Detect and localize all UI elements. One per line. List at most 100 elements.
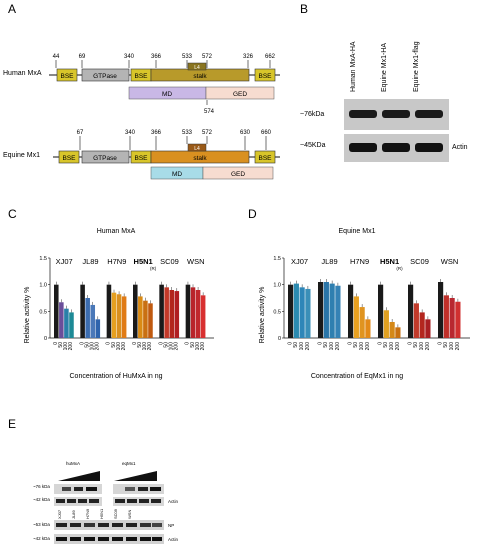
strain-label: H7N9 xyxy=(350,257,369,266)
y-tick-label: 0 xyxy=(278,336,281,342)
strain-sub: (R) xyxy=(396,266,403,271)
bar xyxy=(438,282,444,338)
bar xyxy=(299,287,305,338)
bar xyxy=(116,294,122,338)
svg-text:366: 366 xyxy=(151,130,162,136)
x-tick-label: 200 xyxy=(200,342,206,351)
panel-e-letter: E xyxy=(8,417,16,431)
panel-d-letter: D xyxy=(248,207,257,221)
hu-gradient-wedge xyxy=(58,471,100,481)
bar xyxy=(69,312,74,338)
x-tick-label: 200 xyxy=(95,342,101,351)
x-tick-label: 100 xyxy=(389,342,395,351)
svg-text:GTPase: GTPase xyxy=(93,155,117,162)
x-tick-label: 200 xyxy=(365,342,371,351)
strain-label: SC09 xyxy=(160,257,179,266)
svg-text:stalk: stalk xyxy=(193,155,207,162)
panel-a-letter: A xyxy=(8,2,16,16)
x-tick-label: 200 xyxy=(455,342,461,351)
x-tick-label: 50 xyxy=(111,342,117,348)
band-bot-2 xyxy=(382,143,410,152)
x-tick-label: 0 xyxy=(347,342,353,345)
bar xyxy=(195,290,201,338)
x-tick-label: 200 xyxy=(147,342,153,351)
h-gtpase xyxy=(81,68,130,82)
svg-text:MD: MD xyxy=(172,171,182,178)
h-bse-1 xyxy=(56,68,78,82)
strain-label: H5N1 xyxy=(380,257,399,266)
strain-label: JL89 xyxy=(82,257,98,266)
svg-text:NP: NP xyxy=(168,523,174,528)
x-tick-label: 100 xyxy=(142,342,148,351)
bar xyxy=(395,327,401,338)
svg-text:L4: L4 xyxy=(194,146,200,152)
x-tick-label: 50 xyxy=(443,342,449,348)
y-tick-label: 0 xyxy=(44,336,47,342)
svg-text:~42 kDa: ~42 kDa xyxy=(33,497,50,502)
h-pos-326: 326 xyxy=(243,54,254,60)
bar xyxy=(106,284,112,338)
bar xyxy=(111,292,117,338)
x-tick-label: 50 xyxy=(163,342,169,348)
e-gtpase xyxy=(81,150,130,164)
x-tick-label: 50 xyxy=(190,342,196,348)
x-tick-label: 200 xyxy=(335,342,341,351)
x-tick-label: 0 xyxy=(106,342,112,345)
bar xyxy=(329,283,335,338)
human-mxa-label: Human MxA xyxy=(3,70,42,77)
e-eq-label: eqMx1 xyxy=(122,461,136,466)
strain-label: H5N1 xyxy=(134,257,153,266)
panel-d-title: Equine Mx1 xyxy=(339,228,376,235)
blot-actin-label: Actin xyxy=(452,144,468,151)
bar xyxy=(318,282,324,338)
panel-b-letter: B xyxy=(300,2,308,16)
x-tick-label: 100 xyxy=(63,342,69,351)
svg-text:MD: MD xyxy=(162,91,172,98)
y-tick-label: 0.5 xyxy=(39,309,47,315)
strain-label: XJ07 xyxy=(56,257,73,266)
bar xyxy=(323,282,329,338)
panel-c-title: Human MxA xyxy=(97,228,136,235)
strain-label: JL89 xyxy=(321,257,337,266)
svg-text:660: 660 xyxy=(261,130,272,136)
h-pos-340: 340 xyxy=(124,54,135,60)
strain-label: SC09 xyxy=(410,257,429,266)
x-tick-label: 100 xyxy=(329,342,335,351)
bar xyxy=(449,298,455,338)
svg-text:BSE: BSE xyxy=(134,73,148,80)
svg-text:340: 340 xyxy=(125,130,136,136)
bar xyxy=(159,284,164,338)
bar xyxy=(143,300,148,338)
h-pos-572: 572 xyxy=(202,54,213,60)
x-tick-label: 0 xyxy=(407,342,413,345)
x-tick-label: 100 xyxy=(449,342,455,351)
panel-b-western: Human MxA-HA Equine Mx1-HA Equine Mx1-fl… xyxy=(300,41,468,162)
panel-d-ylabel: Relative activity % xyxy=(259,287,266,344)
lane-human-mxa-ha: Human MxA-HA xyxy=(350,41,357,92)
svg-text:BSE: BSE xyxy=(60,73,74,80)
x-tick-label: 0 xyxy=(377,342,383,345)
lane-equine-mx1-flag: Equine Mx1-flag xyxy=(413,41,420,92)
svg-text:H5N1: H5N1 xyxy=(99,508,104,519)
svg-text:BSE: BSE xyxy=(258,155,272,162)
x-tick-label: 100 xyxy=(195,342,201,351)
lane-equine-mx1-ha: Equine Mx1-HA xyxy=(381,43,388,92)
bar xyxy=(383,310,389,338)
y-tick-label: 1.0 xyxy=(273,283,281,289)
x-tick-label: 0 xyxy=(132,342,138,345)
x-tick-label: 0 xyxy=(317,342,323,345)
x-tick-label: 200 xyxy=(121,342,127,351)
bar xyxy=(90,304,96,338)
bar xyxy=(200,295,206,338)
bar xyxy=(59,302,64,338)
strain-sub: (R) xyxy=(150,266,157,271)
bar xyxy=(54,284,59,338)
x-tick-label: 0 xyxy=(79,342,85,345)
bar xyxy=(185,284,191,338)
x-tick-label: 100 xyxy=(359,342,365,351)
bar xyxy=(288,284,294,338)
bar xyxy=(348,284,354,338)
panel-c-xlabel: Concentration of HuMxA in ng xyxy=(70,373,163,380)
human-mxa-diagram: Human MxA 44 69 340 366 533 572 326 662 … xyxy=(3,54,280,115)
